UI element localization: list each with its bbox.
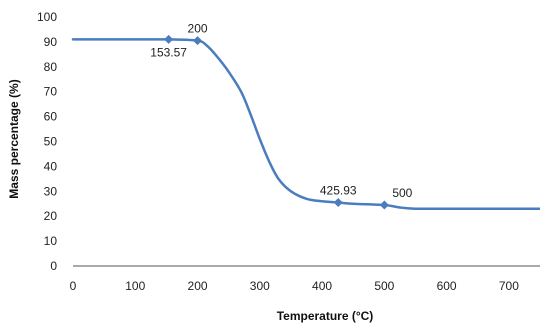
annotation-label: 425.93 bbox=[320, 184, 357, 198]
x-tick-label: 300 bbox=[250, 279, 270, 293]
y-tick-label: 100 bbox=[37, 10, 57, 24]
x-tick-label: 200 bbox=[188, 279, 208, 293]
x-tick-label: 500 bbox=[374, 279, 394, 293]
x-tick-label: 700 bbox=[499, 279, 519, 293]
x-tick-label: 100 bbox=[125, 279, 145, 293]
data-marker bbox=[193, 36, 203, 46]
y-tick-label: 50 bbox=[44, 135, 58, 149]
data-marker bbox=[333, 198, 343, 208]
y-tick-label: 30 bbox=[44, 184, 58, 198]
y-tick-label: 70 bbox=[44, 85, 58, 99]
y-tick-label: 40 bbox=[44, 159, 58, 173]
series-line bbox=[71, 38, 540, 211]
x-tick-label: 0 bbox=[70, 279, 77, 293]
y-tick-label: 60 bbox=[44, 110, 58, 124]
data-marker bbox=[164, 34, 174, 44]
x-tick-labels: 0 100 200 300 400 500 600 700 bbox=[70, 279, 520, 293]
x-tick-label: 400 bbox=[312, 279, 332, 293]
y-tick-label: 20 bbox=[44, 209, 58, 223]
y-tick-labels: 0 10 20 30 40 50 60 70 80 90 100 bbox=[37, 10, 57, 273]
annotation-label: 500 bbox=[392, 186, 412, 200]
y-tick-label: 0 bbox=[50, 259, 57, 273]
annotation-label: 200 bbox=[188, 22, 208, 36]
y-tick-label: 10 bbox=[44, 234, 58, 248]
annotation-label: 153.57 bbox=[150, 45, 187, 59]
y-tick-label: 80 bbox=[44, 60, 58, 74]
x-axis-title: Temperature (°C) bbox=[277, 309, 374, 323]
data-marker bbox=[379, 200, 389, 210]
y-tick-label: 90 bbox=[44, 35, 58, 49]
data-markers bbox=[164, 34, 389, 210]
x-tick-label: 600 bbox=[437, 279, 457, 293]
y-axis-title: Mass percentage (%) bbox=[7, 79, 21, 198]
